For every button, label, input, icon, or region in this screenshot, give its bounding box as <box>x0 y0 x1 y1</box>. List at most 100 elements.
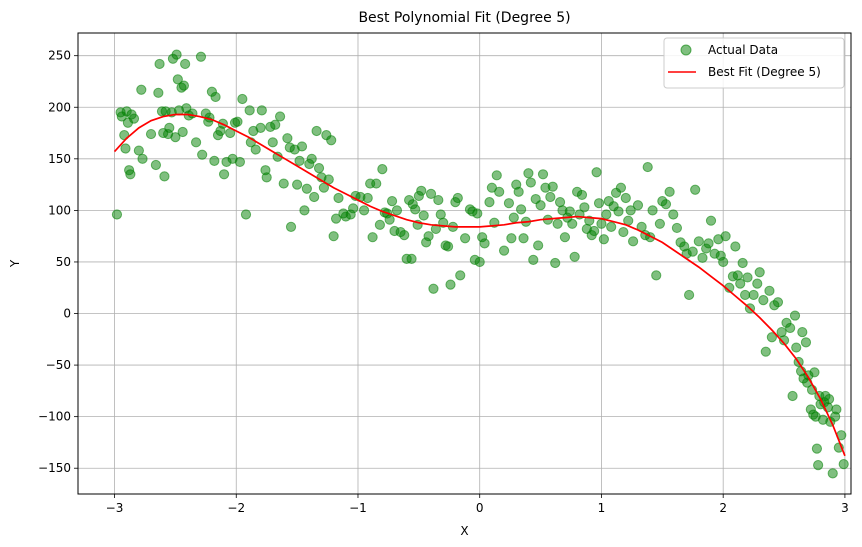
data-point <box>764 285 775 296</box>
data-point <box>218 169 230 180</box>
data-point <box>813 460 824 471</box>
data-point <box>423 231 434 242</box>
data-point <box>133 145 144 156</box>
data-point <box>778 335 790 346</box>
data-point <box>418 210 429 221</box>
data-point <box>460 233 471 244</box>
data-point <box>299 205 310 216</box>
data-point <box>787 390 798 402</box>
data-point <box>789 310 801 321</box>
data-point <box>177 126 188 138</box>
data-point <box>632 200 644 211</box>
data-point <box>591 167 602 178</box>
data-point <box>737 257 748 269</box>
axis-ticks: −3 −2 −1 0 1 2 3 −150 −100 −50 0 50 100 150 200 250 <box>38 49 849 515</box>
data-point <box>642 161 653 173</box>
data-point <box>111 209 123 220</box>
data-point <box>237 93 248 105</box>
data-point <box>296 141 308 152</box>
data-point <box>358 205 370 216</box>
data-point <box>377 164 388 175</box>
data-point <box>416 185 427 196</box>
data-point <box>596 218 607 229</box>
legend-box <box>663 37 845 89</box>
data-point <box>576 189 588 201</box>
data-point <box>601 209 612 220</box>
data-point <box>730 241 741 252</box>
data-point <box>569 251 580 262</box>
data-point <box>589 225 600 237</box>
data-point <box>754 267 765 278</box>
data-point <box>535 200 546 211</box>
y-tick-label: −100 <box>38 410 71 424</box>
data-point <box>244 105 255 116</box>
data-point <box>425 188 437 199</box>
data-point <box>164 122 175 133</box>
x-tick-label: 0 <box>476 501 484 515</box>
data-point <box>516 204 527 215</box>
data-point <box>598 234 609 245</box>
data-point <box>452 192 463 204</box>
data-point <box>330 213 342 224</box>
data-point <box>153 87 164 98</box>
data-point <box>386 196 398 207</box>
data-point <box>197 149 208 160</box>
y-axis-label: Y <box>8 259 22 268</box>
data-point <box>428 283 439 294</box>
data-point <box>523 168 534 179</box>
x-tick-label: −3 <box>106 501 124 515</box>
legend-marker-actual-data <box>680 44 692 56</box>
data-point <box>547 181 558 192</box>
data-point <box>445 279 456 290</box>
data-point <box>690 184 701 195</box>
data-point <box>823 394 835 405</box>
data-point <box>267 137 278 148</box>
data-point <box>190 137 202 148</box>
data-point <box>348 203 359 214</box>
data-point <box>498 245 510 256</box>
data-point <box>625 205 636 216</box>
data-point <box>697 252 708 263</box>
data-point <box>232 116 243 127</box>
y-tick-label: 200 <box>48 100 71 114</box>
data-point <box>318 182 329 193</box>
legend-label-best-fit: Best Fit (Degree 5) <box>708 65 821 79</box>
plot-frame <box>77 32 852 495</box>
data-point <box>651 270 662 281</box>
data-point <box>797 326 808 338</box>
data-point <box>255 122 266 133</box>
x-tick-label: −1 <box>349 501 367 515</box>
data-point <box>391 205 403 216</box>
data-point <box>552 218 563 229</box>
data-point <box>660 199 672 210</box>
data-point <box>693 236 704 247</box>
data-point <box>735 278 746 289</box>
data-point <box>406 253 417 264</box>
data-point <box>508 212 519 223</box>
data-point <box>800 337 812 348</box>
data-point <box>384 214 395 225</box>
data-point <box>120 143 131 154</box>
data-point <box>831 404 842 415</box>
data-point <box>256 105 267 116</box>
data-point <box>518 233 529 244</box>
data-point <box>525 177 536 188</box>
data-point <box>178 80 190 91</box>
data-point <box>528 254 539 265</box>
data-point <box>292 179 303 190</box>
data-point <box>285 221 297 232</box>
data-point <box>827 468 838 479</box>
data-point <box>136 84 147 95</box>
data-point <box>664 186 675 197</box>
data-point <box>154 58 165 70</box>
data-point <box>503 198 515 209</box>
data-point <box>811 443 823 454</box>
data-point <box>809 367 820 378</box>
y-tick-label: 150 <box>48 152 71 166</box>
data-point <box>766 332 777 343</box>
data-point <box>270 119 281 130</box>
data-point <box>545 191 556 203</box>
data-point <box>240 209 252 220</box>
y-tick-label: −50 <box>46 358 71 372</box>
